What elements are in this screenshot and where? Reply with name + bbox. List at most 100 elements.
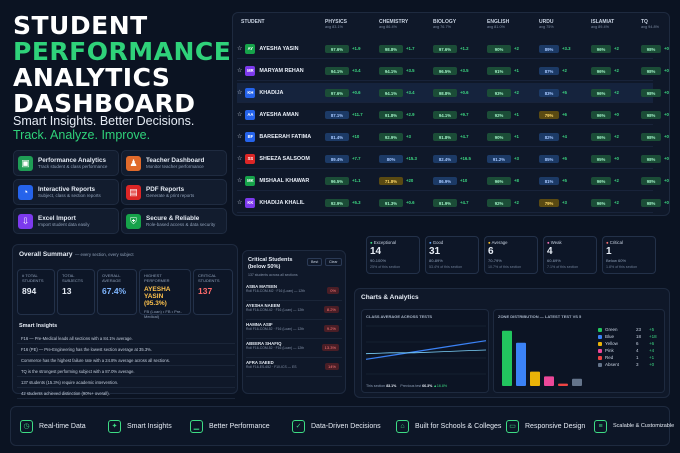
table-row[interactable]: ☆ MK MISHAAL KHAWAR 96.5% +1.1 71.8% +20 86.9% +… [237, 171, 669, 191]
column-header[interactable]: STUDENT [241, 19, 265, 25]
score-cell: 98% [641, 45, 661, 53]
table-row[interactable]: ☆ BF BAREERAH FATIMA 81.4% +10 92.9% +3 91.8% +4… [237, 127, 669, 147]
insight-item: Commerce has the highest failure rate wi… [17, 355, 235, 366]
zone-card-count: 6 [488, 246, 494, 257]
score-delta: +1.1 [352, 178, 361, 183]
zone-card-title: ● Critical [606, 240, 652, 245]
critical-best-button[interactable]: Best [307, 258, 323, 266]
score-cell: 85% [539, 155, 559, 163]
feature-card[interactable]: ♟ Teacher Dashboard Monitor teacher perfor… [121, 150, 227, 176]
table-row[interactable]: ☆ KK KHADIJA KHALIL 92.9% +5.3 91.3% +0.6 91.9%… [237, 193, 669, 213]
legend-delta: +0 [649, 362, 655, 367]
column-header-avg: avg 83.1% [325, 25, 343, 29]
feature-card[interactable]: ◔ Interactive Reports Subject, class & sec… [13, 179, 119, 205]
score-delta: +2 [514, 200, 519, 205]
table-row[interactable]: ☆ AY AYESHA YASIN 97.6% +1.9 98.8% +1.7 97.6% +1… [237, 39, 669, 59]
critical-student-item[interactable]: ASBA MATEEN Roll F16-COM-M2 · F16 (Loan) … [246, 284, 342, 301]
column-header-label: STUDENT [241, 19, 265, 25]
score-delta: +10 [460, 178, 468, 183]
column-header[interactable]: BIOLOGY avg 76.7% [433, 19, 456, 29]
critical-clear-button[interactable]: Clear [325, 258, 342, 266]
column-header-label: BIOLOGY [433, 19, 457, 25]
feature-icon: ⇩ [18, 213, 33, 229]
score-cell: 83% [539, 89, 559, 97]
star-icon[interactable]: ☆ [237, 178, 243, 184]
score-delta: +5 [562, 156, 567, 161]
score-cell: 92% [487, 199, 511, 207]
star-icon[interactable]: ☆ [237, 156, 243, 162]
score-delta: +2 [614, 90, 619, 95]
hero-line-1: STUDENT [13, 11, 148, 40]
hero-line-2: PERFORMANCE [13, 37, 232, 66]
score-delta: +2 [614, 134, 619, 139]
overall-stat: CRITICAL STUDENTS 137 [193, 269, 233, 315]
line-foot-label-1: This section [366, 384, 386, 388]
score-cell: 96% [591, 111, 611, 119]
critical-student-item[interactable]: AFRA SAEED Roll F16-ES-652 · F10-ICS — ES… [246, 360, 342, 377]
critical-student-item[interactable]: HAMNA ASIF Roll F16-COM-52 · F16 (Loan) —… [246, 322, 342, 339]
score-delta: +6 [562, 112, 567, 117]
feature-subtitle: Monitor teacher performance [146, 164, 204, 169]
charts-title: Charts & Analytics [361, 294, 419, 301]
star-icon[interactable]: ☆ [237, 68, 243, 74]
score-delta: +2 [514, 46, 519, 51]
score-cell: 96% [591, 45, 611, 53]
score-cell: 97.6% [325, 89, 349, 97]
score-delta: +15.3 [406, 156, 417, 161]
score-cell: 81% [539, 177, 559, 185]
smart-insights-title: Smart Insights [19, 323, 58, 329]
feature-subtitle: Generate & print reports [146, 193, 195, 198]
bar-legend-item: Green 23 +5 [598, 326, 662, 333]
score-delta: +0 [664, 156, 669, 161]
zone-card-share: 10.7% of this section [488, 265, 522, 269]
critical-student-item[interactable]: ABEERA SHAFIQ Roll F16-COM-52 · F16 (Loan… [246, 341, 342, 358]
hero-tagline-2: Track. Analyze. Improve. [13, 128, 151, 142]
score-cell: 98% [641, 67, 661, 75]
score-delta: +3.3 [562, 46, 571, 51]
student-name: KHADIJA KHALIL [259, 199, 305, 206]
bar-chart [502, 330, 582, 386]
table-row[interactable]: ☆ AA AYESHA AMAN 87.1% +11.7 91.8% +2.9 94.1% +9… [237, 105, 669, 125]
table-row[interactable]: ☆ SS SHEEZA SALSOOM 89.4% +7.7 80% +15.3 82.4% +… [237, 149, 669, 169]
score-cell: 89.4% [325, 155, 349, 163]
score-delta: +4.7 [460, 134, 469, 139]
column-header-avg: avg 81.0% [487, 25, 505, 29]
star-icon[interactable]: ☆ [237, 134, 243, 140]
critical-student-item[interactable]: AYESHA NAEEM Roll F16-COM-42 · F16 (Loan)… [246, 303, 342, 320]
column-header[interactable]: ENGLISH avg 81.0% [487, 19, 509, 29]
star-icon[interactable]: ☆ [237, 200, 243, 206]
column-header[interactable]: PHYSICS avg 83.1% [325, 19, 347, 29]
column-header[interactable]: ISLAMIAT avg 89.4% [591, 19, 614, 29]
feature-card[interactable]: ⛨ Secure & Reliable Role-based access & da… [121, 208, 227, 234]
score-cell: 82.4% [433, 155, 457, 163]
star-icon[interactable]: ☆ [237, 112, 243, 118]
score-delta: +3 [562, 200, 567, 205]
column-header[interactable]: TQ avg 94.8% [641, 19, 659, 29]
feature-text: Performance Analytics Track student & cla… [38, 157, 107, 169]
zone-card-title: ● Exceptional [370, 240, 416, 245]
column-header[interactable]: CHEMISTRY avg 86.4% [379, 19, 408, 29]
feature-card[interactable]: ⇩ Excel Import Import student data easily [13, 208, 119, 234]
zone-card-share: 1.8% of this section [606, 265, 638, 269]
column-header-avg: avg 86.4% [379, 25, 397, 29]
table-row[interactable]: ☆ KH KHADIJA 97.6% +0.6 94.1% +3.4 98.8% +0.6 93%… [237, 83, 669, 103]
legend-value: 6 [636, 341, 639, 346]
score-delta: +0 [664, 200, 669, 205]
star-icon[interactable]: ☆ [237, 46, 243, 52]
charts-panel: Charts & Analytics CLASS AVERAGE ACROSS … [354, 288, 670, 398]
score-delta: +3.4 [406, 90, 415, 95]
avatar: MR [245, 65, 256, 76]
stat-label: CRITICAL STUDENTS [198, 273, 220, 283]
feature-card[interactable]: ▤ PDF Reports Generate & print reports [121, 179, 227, 205]
star-icon[interactable]: ☆ [237, 90, 243, 96]
feature-card[interactable]: ▣ Performance Analytics Track student & cl… [13, 150, 119, 176]
student-name: MARYAM REHAN [259, 67, 304, 74]
table-row[interactable]: ☆ MR MARYAM REHAN 94.1% +3.4 94.1% +3.5 96.5% +3… [237, 61, 669, 81]
score-cell: 90% [487, 133, 511, 141]
insight-item: F16 (PE) — Pre-Engineering has the lowes… [17, 344, 235, 355]
zone-card-share: 53.4% of this section [429, 265, 463, 269]
column-header[interactable]: URDU avg 75% [539, 19, 554, 29]
legend-delta: +5 [649, 327, 655, 332]
zone-card-label: Exceptional [373, 240, 397, 245]
bar-green [502, 330, 512, 386]
